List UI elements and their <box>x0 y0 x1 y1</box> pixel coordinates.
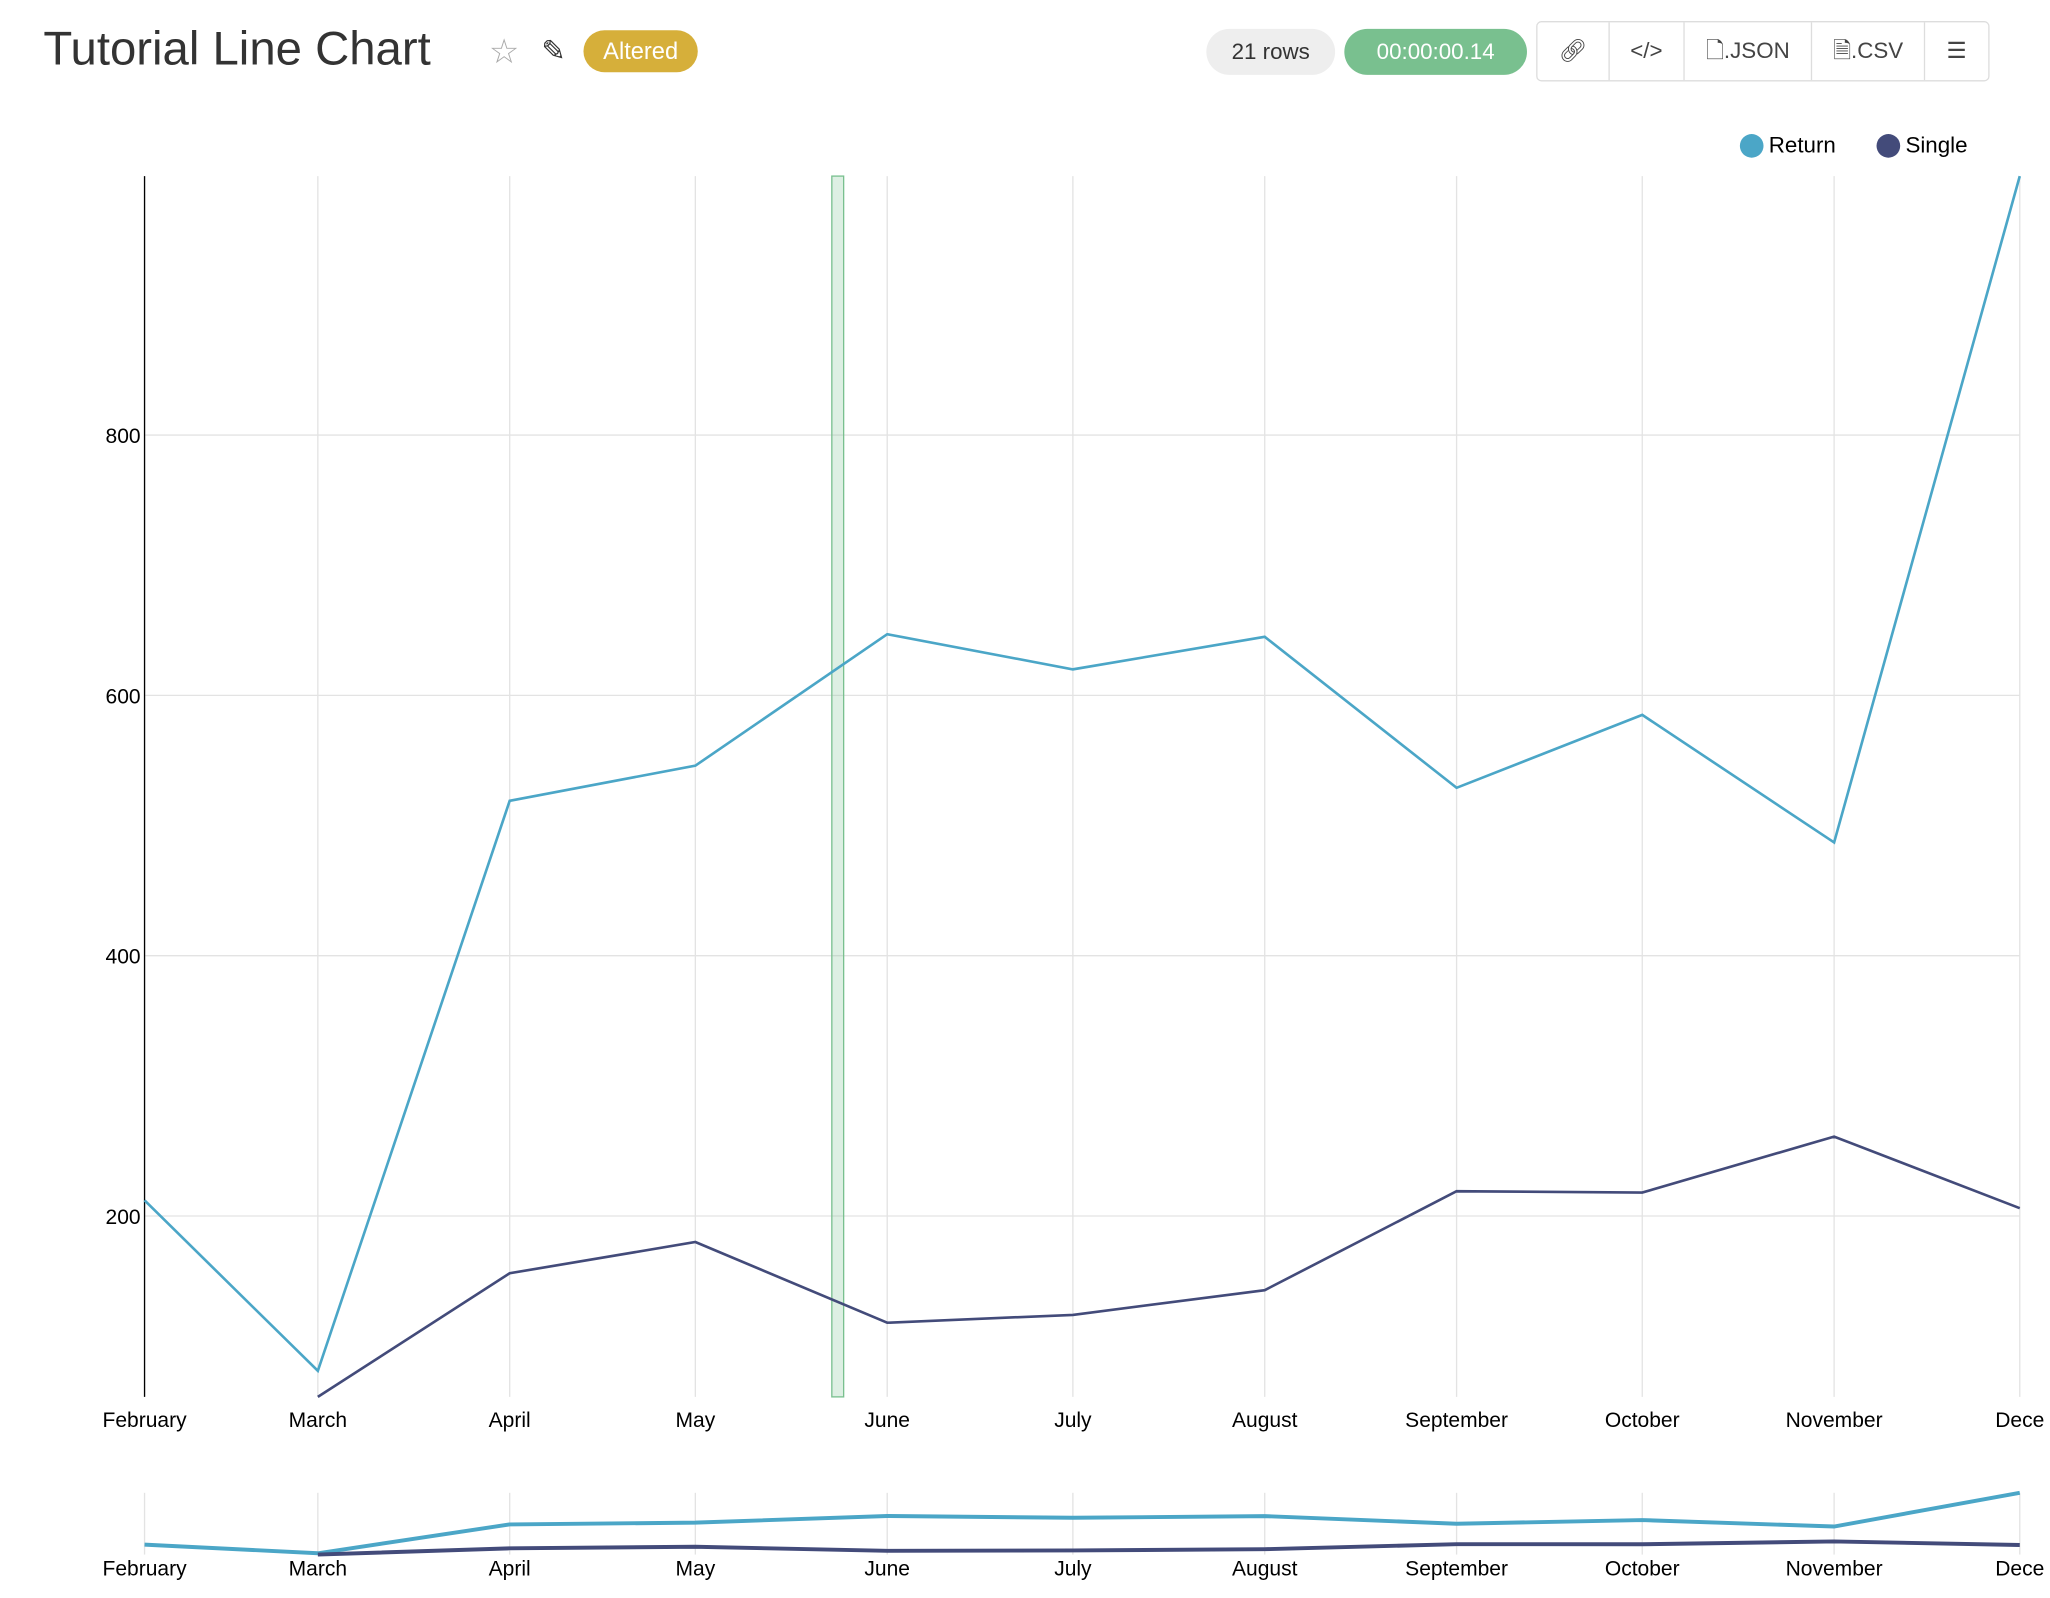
menu-button[interactable]: ☰ <box>1926 22 1988 80</box>
legend-single[interactable]: Single <box>1876 133 1968 159</box>
altered-badge: Altered <box>583 30 698 73</box>
x-tick-label: July <box>1054 1558 1092 1581</box>
series-line-return <box>143 175 2022 1374</box>
json-file-icon: 🗋 <box>1705 38 1724 64</box>
x-tick-label: November <box>1786 1558 1883 1581</box>
link-button[interactable]: 🔗︎ <box>1537 22 1610 81</box>
y-tick-label: 600 <box>106 685 141 708</box>
x-tick-label: March <box>289 1558 347 1581</box>
code-button[interactable]: </> <box>1609 22 1685 81</box>
link-icon: 🔗︎ <box>1558 38 1587 64</box>
x-tick-label: Dece <box>1995 1409 2044 1432</box>
x-tick-label: March <box>289 1409 347 1432</box>
row-count: 21 rows <box>1206 28 1336 75</box>
series-line-single <box>317 1135 2021 1398</box>
y-tick-label: 800 <box>106 425 141 448</box>
x-tick-label: May <box>676 1409 716 1432</box>
x-tick-label: August <box>1232 1558 1298 1581</box>
x-tick-label: Dece <box>1995 1558 2044 1581</box>
x-tick-label: October <box>1605 1558 1680 1581</box>
legend-return[interactable]: Return <box>1739 133 1836 159</box>
star-icon[interactable]: ☆ <box>488 31 520 71</box>
x-tick-label: August <box>1232 1409 1298 1432</box>
x-tick-label: September <box>1405 1558 1508 1581</box>
x-tick-label: June <box>864 1409 910 1432</box>
menu-icon: ☰ <box>1946 38 1967 64</box>
x-tick-label: April <box>489 1558 531 1581</box>
x-tick-label: April <box>489 1409 531 1432</box>
x-tick-label: June <box>864 1558 910 1581</box>
series-line-single <box>317 1539 2020 1557</box>
series-line-return <box>144 1490 2021 1556</box>
csv-button[interactable]: 🗎.CSV <box>1812 22 1926 81</box>
x-tick-label: November <box>1786 1409 1883 1432</box>
toolbar: 🔗︎ </> 🗋.JSON 🗎.CSV ☰ <box>1536 21 1989 82</box>
x-tick-label: February <box>103 1558 188 1581</box>
legend-dot <box>1739 134 1764 158</box>
x-tick-label: October <box>1605 1409 1680 1432</box>
legend-dot <box>1876 134 1901 158</box>
y-tick-label: 200 <box>106 1206 141 1229</box>
x-tick-label: February <box>103 1409 188 1432</box>
brush-selection <box>831 175 845 1398</box>
json-button[interactable]: 🗋.JSON <box>1685 22 1813 81</box>
x-tick-label: September <box>1405 1409 1508 1432</box>
page-title: Tutorial Line Chart <box>43 21 431 75</box>
code-icon: </> <box>1630 38 1663 64</box>
csv-file-icon: 🗎 <box>1833 38 1852 64</box>
x-tick-label: July <box>1054 1409 1092 1432</box>
query-timer: 00:00:00.14 <box>1344 28 1527 75</box>
x-tick-label: May <box>676 1558 716 1581</box>
y-tick-label: 400 <box>106 946 141 969</box>
edit-icon[interactable]: ✎ <box>541 34 566 68</box>
